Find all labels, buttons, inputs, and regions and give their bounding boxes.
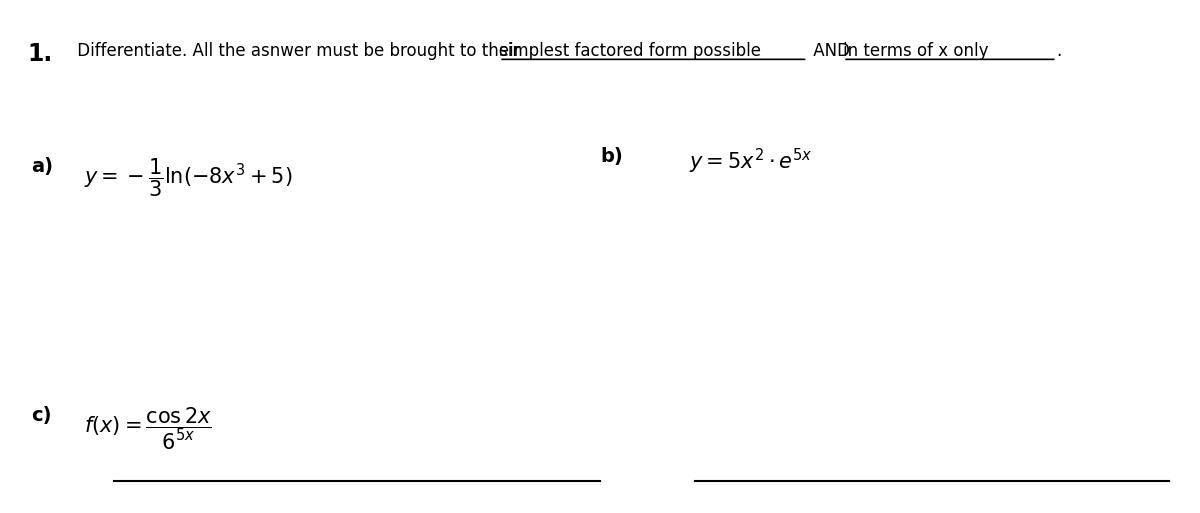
Text: Differentiate. All the asnwer must be brought to their: Differentiate. All the asnwer must be br… [72, 42, 526, 60]
Text: .: . [1057, 42, 1062, 60]
Text: 1.: 1. [28, 42, 53, 66]
Text: $f(x) = \dfrac{\cos 2x}{6^{5x}}$: $f(x) = \dfrac{\cos 2x}{6^{5x}}$ [84, 406, 212, 452]
Text: in terms of x only: in terms of x only [844, 42, 989, 60]
Text: $y = 5x^2 \cdot e^{5x}$: $y = 5x^2 \cdot e^{5x}$ [689, 147, 812, 176]
Text: AND: AND [808, 42, 854, 60]
Text: $y = -\dfrac{1}{3}\ln(-8x^3+5)$: $y = -\dfrac{1}{3}\ln(-8x^3+5)$ [84, 156, 293, 199]
Text: b): b) [600, 147, 623, 166]
Text: simplest factored form possible: simplest factored form possible [499, 42, 761, 60]
Text: a): a) [31, 156, 53, 175]
Text: c): c) [31, 406, 52, 425]
